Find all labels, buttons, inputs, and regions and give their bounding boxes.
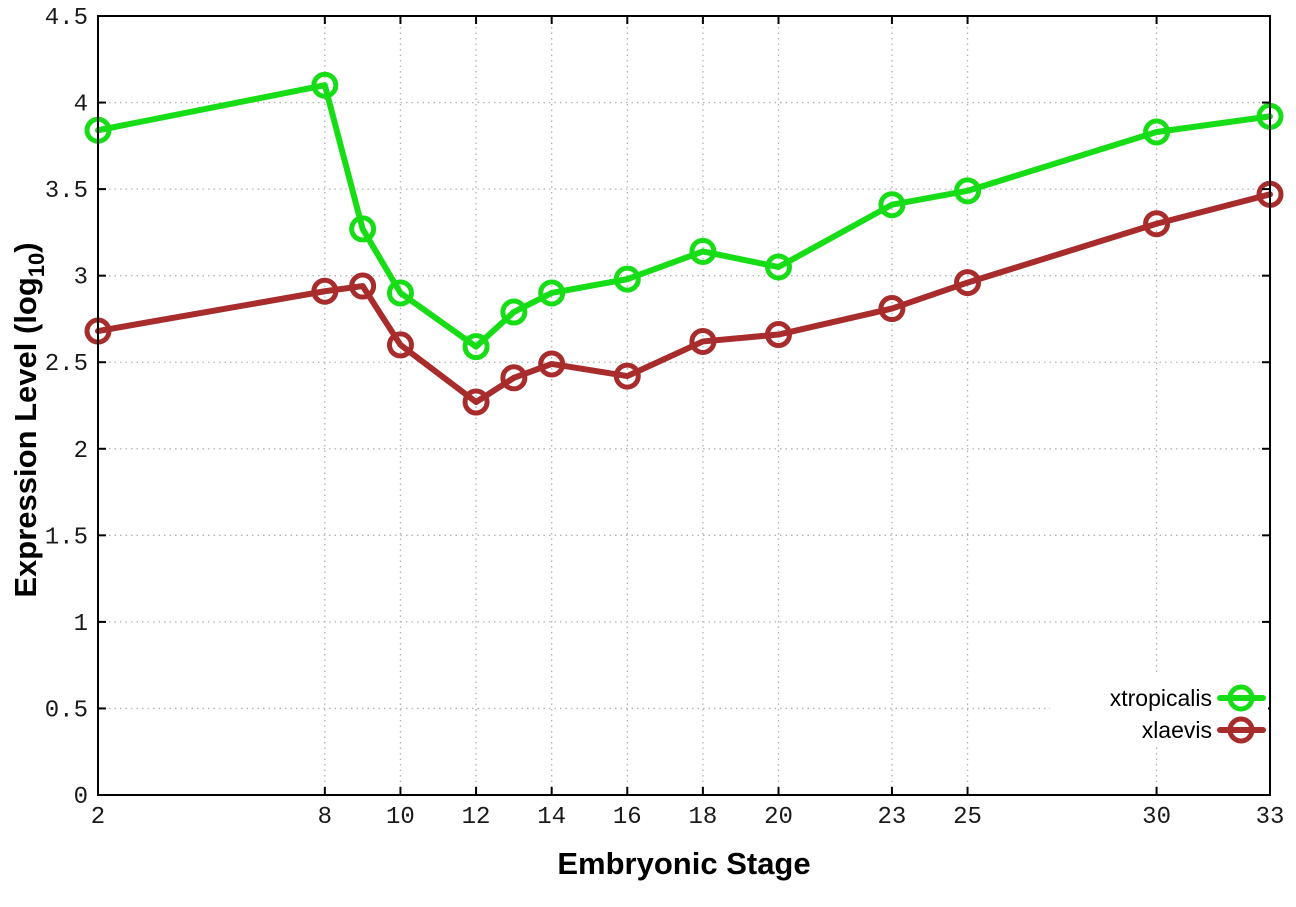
- data-point-xlaevis-stage-18: [689, 327, 717, 355]
- x-tick-label: 20: [764, 804, 793, 831]
- legend-samples: [1217, 684, 1266, 744]
- legend-sample-marker-xlaevis: [1227, 716, 1255, 744]
- series-line-xtropicalis: [95, 82, 1273, 350]
- data-point-xtropicalis-stage-9: [349, 215, 377, 243]
- y-tick-label: 0: [74, 784, 88, 811]
- x-tick-label: 12: [462, 804, 491, 831]
- data-point-xlaevis-stage-12: [462, 388, 490, 416]
- data-point-xtropicalis-stage-13: [500, 298, 528, 326]
- data-point-xtropicalis-stage-14: [538, 279, 566, 307]
- data-point-xtropicalis-stage-30: [1143, 118, 1171, 146]
- y-axis-title-end: ): [8, 242, 43, 252]
- series-line-xlaevis: [95, 191, 1273, 406]
- y-axis-title-subscript: 10: [24, 253, 49, 277]
- x-tick-label: 33: [1256, 804, 1285, 831]
- data-point-xlaevis-stage-9: [349, 272, 377, 300]
- data-point-xtropicalis-stage-23: [878, 191, 906, 219]
- x-tick-label: 14: [537, 804, 566, 831]
- y-tick-label: 1.5: [45, 524, 88, 551]
- x-tick-label: 16: [613, 804, 642, 831]
- data-point-xlaevis-stage-14: [538, 350, 566, 378]
- data-point-xtropicalis-stage-10: [386, 279, 414, 307]
- data-point-xlaevis-stage-13: [500, 364, 528, 392]
- data-point-xtropicalis-stage-8: [311, 71, 339, 99]
- grid-layer: [98, 16, 1270, 795]
- legend-sample-marker-xtropicalis: [1227, 684, 1255, 712]
- y-tick-label: 1: [74, 611, 88, 638]
- x-tick-label: 23: [878, 804, 907, 831]
- plot-border: [97, 15, 1271, 796]
- series-layer: [84, 71, 1284, 416]
- data-point-xlaevis-stage-10: [386, 331, 414, 359]
- x-tick-label: 30: [1142, 804, 1171, 831]
- legend-label-xtropicalis: xtropicalis: [1110, 685, 1212, 711]
- data-point-xlaevis-stage-23: [878, 295, 906, 323]
- x-tick-label: 8: [318, 804, 332, 831]
- x-tick-label: 2: [91, 804, 105, 831]
- x-tick-label: 18: [688, 804, 717, 831]
- x-tick-label: 10: [386, 804, 415, 831]
- y-axis-title: Expression Level (log10): [8, 242, 49, 597]
- data-point-xlaevis-stage-30: [1143, 210, 1171, 238]
- y-tick-label: 3.5: [45, 178, 88, 205]
- axis-layer: 2 8 10 12 14 16 18 20 23 25 30 33 0 0.5 1 1.5 2 2.5 3 3.5 4 4…: [45, 5, 1285, 831]
- data-point-xtropicalis-stage-18: [689, 237, 717, 265]
- x-tick-label: 25: [953, 804, 982, 831]
- x-axis-title: Embryonic Stage: [557, 846, 810, 881]
- legend-label-xlaevis: xlaevis: [1142, 717, 1212, 743]
- data-point-xlaevis-stage-8: [311, 277, 339, 305]
- legend: xtropicalis xlaevis: [1050, 676, 1268, 746]
- y-tick-label: 3: [74, 265, 88, 292]
- y-tick-label: 4.5: [45, 5, 88, 32]
- data-point-xtropicalis-stage-16: [613, 265, 641, 293]
- y-tick-label: 2: [74, 438, 88, 465]
- data-point-xtropicalis-stage-12: [462, 333, 490, 361]
- data-point-xlaevis-stage-16: [613, 362, 641, 390]
- data-point-xlaevis-stage-20: [765, 321, 793, 349]
- y-tick-label: 0.5: [45, 697, 88, 724]
- data-point-xtropicalis-stage-25: [954, 177, 982, 205]
- data-point-xlaevis-stage-25: [954, 269, 982, 297]
- y-tick-label: 4: [74, 92, 88, 119]
- y-tick-label: 2.5: [45, 351, 88, 378]
- y-axis-title-main: Expression Level (log: [8, 277, 43, 597]
- data-point-xtropicalis-stage-20: [765, 253, 793, 281]
